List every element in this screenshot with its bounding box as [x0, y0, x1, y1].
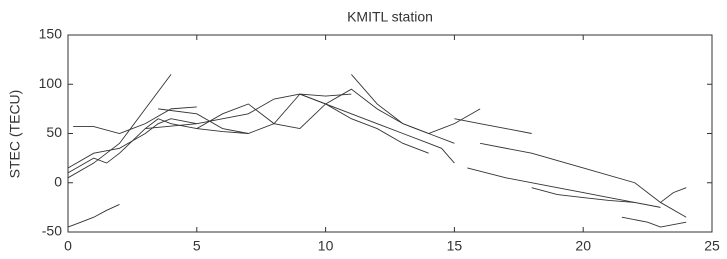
data-line [622, 217, 686, 227]
y-tick-label: 50 [46, 124, 62, 140]
x-tick-label: 15 [447, 238, 463, 254]
data-line [68, 204, 120, 227]
y-tick-label: 0 [54, 173, 62, 189]
data-line [454, 119, 531, 134]
page: KMITL station STEC (TECU) 0510152025-500… [0, 0, 727, 259]
y-tick-label: 100 [39, 75, 63, 91]
data-line [660, 188, 686, 203]
y-axis-label: STEC (TECU) [7, 90, 23, 179]
data-line [467, 168, 660, 207]
data-line [532, 188, 635, 203]
y-tick-label: -50 [42, 223, 62, 239]
x-tick-label: 20 [575, 238, 591, 254]
y-tick-label: 150 [39, 26, 63, 42]
plot-frame [68, 35, 712, 232]
chart: KMITL station STEC (TECU) 0510152025-500… [0, 0, 727, 259]
chart-title: KMITL station [347, 9, 433, 25]
x-tick-label: 25 [704, 238, 720, 254]
x-tick-label: 5 [193, 238, 201, 254]
x-tick-label: 10 [318, 238, 334, 254]
x-tick-label: 0 [64, 238, 72, 254]
